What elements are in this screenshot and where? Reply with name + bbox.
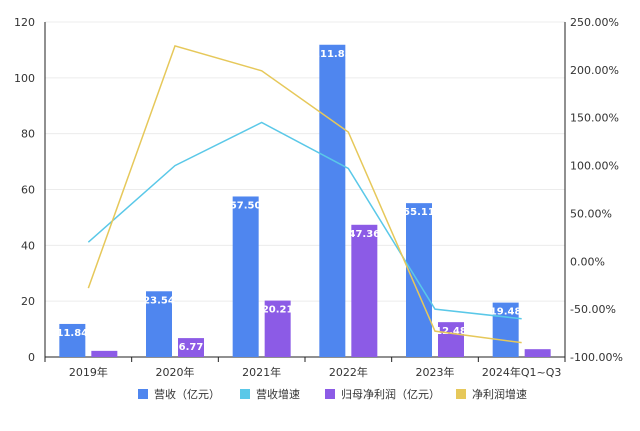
- left-axis-tick-label: 120: [14, 16, 35, 29]
- bar-data-label: 47.36: [349, 229, 381, 240]
- legend-label: 归母净利润（亿元）: [341, 387, 440, 401]
- bar-data-label: 6.77: [179, 342, 204, 353]
- left-axis-tick-label: 40: [21, 239, 35, 252]
- bar-data-label: 11.84: [57, 328, 89, 339]
- bar: [319, 44, 346, 358]
- right-axis-tick-label: 200.00%: [570, 64, 619, 77]
- bar-data-label: 55.11: [403, 207, 435, 218]
- right-axis-tick-label: 50.00%: [570, 207, 612, 220]
- bar: [438, 322, 464, 357]
- bar-data-label: 12.48: [435, 326, 467, 337]
- right-axis-tick-label: 100.00%: [570, 160, 619, 173]
- bar: [146, 291, 172, 357]
- legend-label: 营收增速: [256, 387, 300, 401]
- legend-swatch: [456, 389, 466, 399]
- x-axis-tick-label: 2021年: [242, 365, 281, 379]
- bar: [264, 300, 291, 357]
- right-axis-tick-label: 250.00%: [570, 16, 619, 29]
- bar: [524, 349, 551, 357]
- right-axis-tick-label: 0.00%: [570, 255, 605, 268]
- x-axis-tick-label: 2020年: [156, 365, 195, 379]
- left-axis-tick-label: 20: [21, 295, 35, 308]
- right-axis-tick-label: 150.00%: [570, 112, 619, 125]
- legend-swatch: [325, 389, 335, 399]
- x-axis-tick-label: 2023年: [416, 365, 455, 379]
- legend-label: 营收（亿元）: [154, 387, 220, 401]
- x-axis-tick-label: 2022年: [329, 365, 368, 379]
- left-axis-tick-label: 80: [21, 128, 35, 141]
- bar-data-label: 111.85: [313, 49, 352, 60]
- bar-data-label: 19.48: [490, 307, 522, 318]
- bar: [406, 203, 432, 357]
- legend-label: 净利润增速: [472, 387, 527, 401]
- bar: [492, 302, 519, 357]
- bar-data-label: 23.54: [143, 295, 175, 306]
- right-axis-tick-label: -100.00%: [570, 351, 623, 364]
- legend-swatch: [138, 389, 148, 399]
- left-axis-tick-label: 60: [21, 184, 35, 197]
- bar: [178, 338, 204, 357]
- left-axis-tick-label: 0: [28, 351, 35, 364]
- series-line: [87, 121, 522, 320]
- bar: [59, 323, 86, 357]
- x-axis-tick-label: 2024年Q1~Q3: [482, 365, 562, 379]
- bar: [232, 196, 259, 357]
- left-axis-tick-label: 100: [14, 72, 35, 85]
- bar: [351, 224, 378, 357]
- bar-data-label: 57.50: [230, 200, 262, 211]
- x-axis-tick-label: 2019年: [69, 365, 108, 379]
- bar-data-label: 20.21: [262, 305, 294, 316]
- series-line: [87, 45, 522, 344]
- bar: [91, 350, 118, 357]
- right-axis-tick-label: -50.00%: [570, 303, 616, 316]
- legend-swatch: [240, 389, 250, 399]
